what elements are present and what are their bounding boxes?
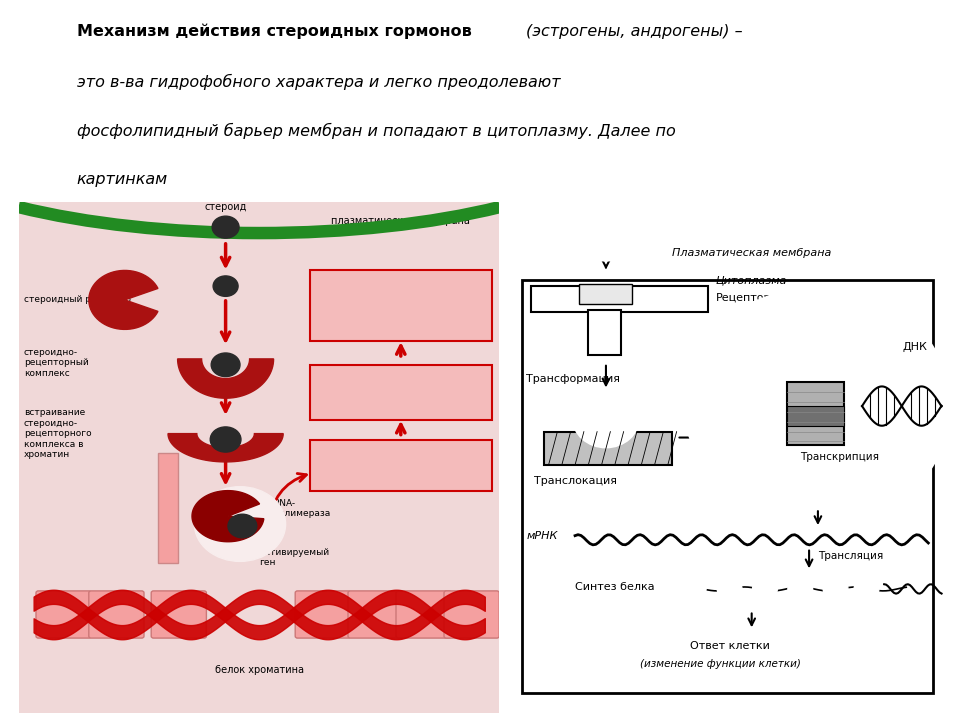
Text: RNA-
полимераза: RNA- полимераза xyxy=(274,499,331,518)
Polygon shape xyxy=(89,271,158,329)
Text: Трансляция: Трансляция xyxy=(818,551,883,560)
FancyBboxPatch shape xyxy=(396,591,451,638)
FancyBboxPatch shape xyxy=(309,365,492,420)
Text: стероид: стероид xyxy=(204,202,247,212)
Text: Цитоплазма: Цитоплазма xyxy=(716,275,787,285)
Text: картинкам: картинкам xyxy=(77,171,168,186)
FancyBboxPatch shape xyxy=(309,439,492,490)
Text: (изменение функции клетки): (изменение функции клетки) xyxy=(640,659,802,669)
Circle shape xyxy=(717,578,742,600)
Text: мРНК: мРНК xyxy=(526,531,558,541)
Circle shape xyxy=(228,514,257,538)
FancyBboxPatch shape xyxy=(296,591,350,638)
Text: это в-ва гидрофобного характера и легко преодолевают: это в-ва гидрофобного характера и легко … xyxy=(77,74,561,91)
Circle shape xyxy=(788,578,812,600)
Circle shape xyxy=(738,395,791,441)
Text: Транскрипция: Транскрипция xyxy=(801,452,879,462)
Circle shape xyxy=(824,578,848,600)
FancyBboxPatch shape xyxy=(158,454,178,563)
Text: Трансформация: Трансформация xyxy=(526,374,620,384)
Circle shape xyxy=(685,288,950,524)
Text: Транслокация: Транслокация xyxy=(534,476,616,486)
Circle shape xyxy=(753,578,778,600)
Text: КЛЕТОЧНЫЙ
ОТВЕТ: КЛЕТОЧНЫЙ ОТВЕТ xyxy=(355,292,446,320)
Circle shape xyxy=(211,353,240,377)
FancyBboxPatch shape xyxy=(531,286,708,312)
FancyBboxPatch shape xyxy=(580,284,633,304)
FancyBboxPatch shape xyxy=(348,591,403,638)
Circle shape xyxy=(213,276,238,297)
Circle shape xyxy=(194,487,286,562)
Circle shape xyxy=(212,216,239,238)
Text: (эстрогены, андрогены) –: (эстрогены, андрогены) – xyxy=(526,24,743,39)
Text: стероидный рецептор: стероидный рецептор xyxy=(24,295,131,305)
FancyBboxPatch shape xyxy=(89,591,144,638)
Text: Синтез белка: Синтез белка xyxy=(575,582,655,592)
FancyBboxPatch shape xyxy=(152,591,206,638)
Text: СГ: СГ xyxy=(598,227,613,240)
FancyBboxPatch shape xyxy=(787,406,845,426)
Text: Рецептор: Рецептор xyxy=(716,293,772,303)
Circle shape xyxy=(854,578,878,600)
Text: стероидно-
рецепторный
комплекс: стероидно- рецепторный комплекс xyxy=(24,348,88,378)
Text: белок хроматина: белок хроматина xyxy=(215,665,303,675)
FancyBboxPatch shape xyxy=(309,271,492,341)
Text: плазматическая мембрана: плазматическая мембрана xyxy=(331,216,470,226)
Text: встраивание
стероидно-
рецепторного
комплекса в
хроматин: встраивание стероидно- рецепторного комп… xyxy=(24,408,91,459)
Text: ДНК: ДНК xyxy=(902,342,927,352)
Polygon shape xyxy=(192,490,264,541)
FancyBboxPatch shape xyxy=(444,591,499,638)
Text: Плазматическая мембрана: Плазматическая мембрана xyxy=(672,248,831,258)
Text: фосфолипидный барьер мембран и попадают в цитоплазму. Далее по: фосфолипидный барьер мембран и попадают … xyxy=(77,123,676,139)
FancyBboxPatch shape xyxy=(787,382,845,446)
FancyBboxPatch shape xyxy=(19,202,499,713)
Text: "новые" mRNA: "новые" mRNA xyxy=(356,459,445,472)
Circle shape xyxy=(575,205,636,261)
FancyBboxPatch shape xyxy=(522,280,933,693)
FancyBboxPatch shape xyxy=(544,432,672,465)
Text: Механизм действия стероидных гормонов: Механизм действия стероидных гормонов xyxy=(77,24,471,40)
Circle shape xyxy=(573,388,639,447)
Polygon shape xyxy=(168,433,283,462)
Circle shape xyxy=(210,427,241,452)
Polygon shape xyxy=(178,359,274,398)
FancyBboxPatch shape xyxy=(588,310,621,355)
Text: Ответ клетки: Ответ клетки xyxy=(689,641,770,651)
Text: активируемый
ген: активируемый ген xyxy=(259,548,329,567)
Text: "новые"
полипептиды: "новые" полипептиды xyxy=(358,378,444,406)
FancyBboxPatch shape xyxy=(36,591,91,638)
